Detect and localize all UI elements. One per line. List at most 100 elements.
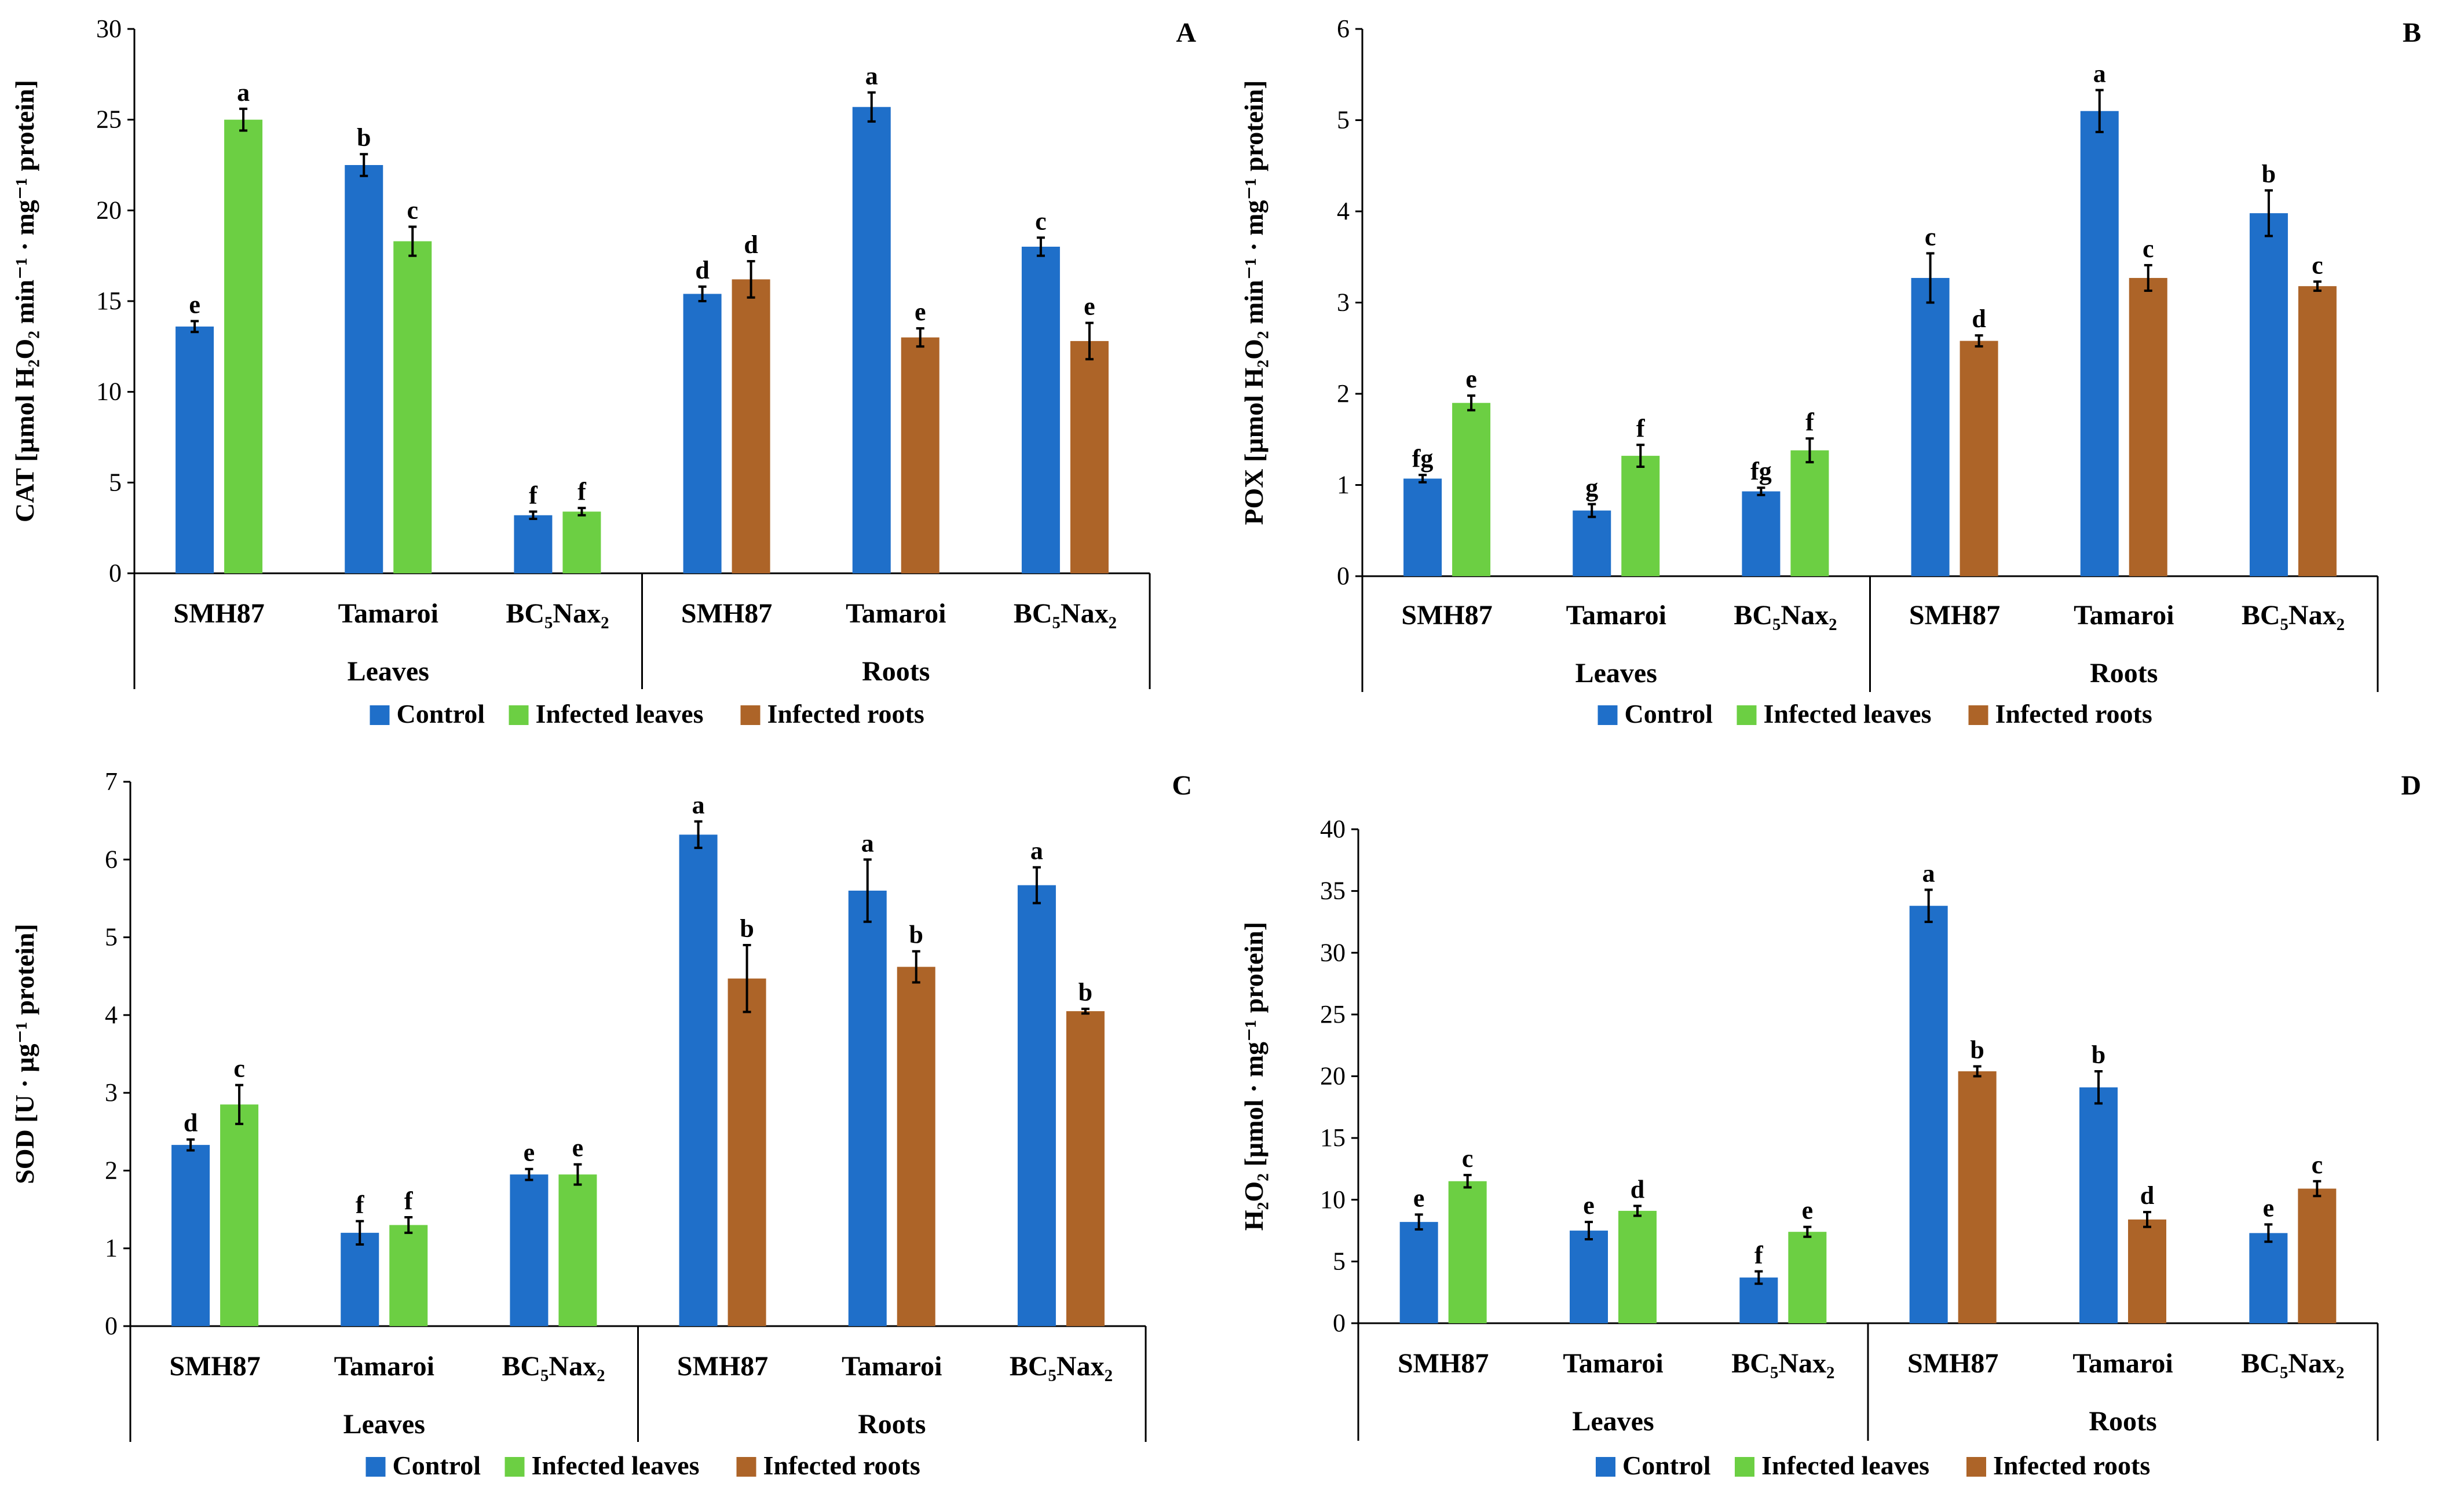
legend-swatch-infected-roots (1966, 1457, 1986, 1477)
legend-label: Infected roots (1993, 1451, 2150, 1480)
significance-letter: f (529, 481, 538, 509)
category-label: BC₅Nax₂ (2241, 1348, 2344, 1379)
significance-letter: f (577, 477, 587, 506)
significance-letter: a (237, 78, 250, 107)
panel-letter: A (1176, 17, 1196, 48)
bar-control (514, 515, 553, 573)
y-tick-label: 6 (1337, 14, 1350, 43)
bar-infected-roots (1960, 341, 1998, 576)
significance-letter: fg (1750, 457, 1772, 485)
y-tick-label: 15 (1320, 1123, 1346, 1152)
significance-letter: e (2263, 1194, 2275, 1222)
panel-letter: D (2401, 770, 2421, 801)
category-label: SMH87 (1398, 1348, 1489, 1379)
bar-infected-leaves (393, 241, 432, 574)
bar-control (2079, 1087, 2118, 1323)
bar-infected-leaves (1452, 402, 1491, 576)
y-tick-label: 2 (1337, 379, 1350, 408)
bar-infected-roots (901, 337, 939, 573)
legend-label: Infected roots (763, 1451, 920, 1480)
category-label: BC₅Nax₂ (502, 1351, 605, 1382)
category-label: Tamaroi (2072, 1348, 2173, 1379)
significance-letter: b (909, 921, 923, 949)
y-tick-label: 0 (105, 1312, 118, 1340)
bar-infected-leaves (224, 119, 263, 573)
legend-swatch-infected-leaves (1735, 1457, 1754, 1477)
bar-infected-leaves (220, 1104, 259, 1326)
panel-letter: C (1172, 770, 1192, 801)
bar-infected-leaves (1618, 1210, 1657, 1323)
significance-letter: c (2143, 235, 2154, 263)
significance-letter: f (404, 1187, 414, 1215)
significance-letter: e (1802, 1196, 1814, 1225)
bar-infected-roots (2298, 1188, 2337, 1323)
y-tick-label: 1 (1337, 471, 1350, 499)
legend-swatch-infected-roots (740, 705, 761, 725)
y-tick-label: 10 (1320, 1185, 1346, 1214)
group-label: Leaves (1572, 1406, 1654, 1437)
y-tick-label: 1 (105, 1234, 118, 1262)
y-tick-label: 0 (1337, 562, 1350, 590)
group-label: Roots (862, 656, 930, 687)
y-tick-label: 25 (96, 105, 122, 134)
bar-infected-roots (1958, 1071, 1997, 1323)
group-label: Roots (2089, 1406, 2156, 1437)
bar-control (171, 1145, 210, 1326)
bar-infected-leaves (389, 1225, 428, 1326)
significance-letter: a (1030, 837, 1043, 865)
significance-letter: e (1413, 1184, 1425, 1212)
bar-control (176, 326, 214, 573)
group-label: Leaves (343, 1409, 425, 1440)
significance-letter: f (356, 1191, 365, 1219)
category-label: BC₅Nax₂ (1734, 600, 1837, 631)
y-axis-label: SOD [U · µg⁻¹ protein] (10, 924, 39, 1184)
bar-infected-leaves (1448, 1181, 1487, 1323)
category-label: BC₅Nax₂ (2242, 600, 2345, 631)
y-tick-label: 7 (105, 767, 118, 796)
significance-letter: a (2093, 60, 2106, 88)
y-tick-label: 35 (1320, 877, 1346, 905)
panel-c-sod-chart: 0 1 2 3 4 5 6 7 SOD [U · µg⁻¹ protein] C SMH87 d c Ta… (10, 767, 1192, 1480)
bar-control (1573, 510, 1611, 576)
y-tick-label: 20 (1320, 1062, 1346, 1090)
y-tick-label: 10 (96, 378, 122, 406)
significance-letter: c (1035, 207, 1047, 235)
category-label: SMH87 (681, 598, 772, 629)
bar-control (341, 1232, 379, 1326)
y-tick-label: 0 (1333, 1309, 1346, 1337)
bar-control (2080, 111, 2119, 576)
bar-control (683, 294, 722, 573)
bar-control (2249, 213, 2288, 576)
y-tick-label: 0 (109, 559, 122, 587)
bar-control (848, 891, 887, 1326)
legend-swatch-infected-leaves (1737, 705, 1757, 725)
y-tick-label: 5 (1333, 1247, 1346, 1275)
significance-letter: b (1079, 978, 1092, 1006)
legend-swatch-infected-leaves (509, 705, 529, 725)
bar-infected-roots (2128, 1219, 2166, 1323)
bar-infected-leaves (1621, 456, 1660, 576)
significance-letter: f (1754, 1240, 1764, 1269)
y-tick-label: 5 (109, 468, 122, 496)
significance-letter: e (1583, 1191, 1595, 1220)
y-tick-label: 5 (105, 923, 118, 951)
y-axis-label: CAT [µmol H₂O₂ min⁻¹ · mg⁻¹ protein] (10, 80, 39, 522)
bar-control (852, 107, 891, 573)
y-tick-label: 3 (105, 1078, 118, 1107)
bar-control (1739, 1277, 1778, 1323)
significance-letter: d (744, 230, 758, 259)
y-tick-label: 15 (96, 287, 122, 315)
legend-swatch-infected-leaves (505, 1457, 525, 1477)
category-label: BC₅Nax₂ (1010, 1351, 1113, 1382)
bar-control (510, 1174, 549, 1326)
legend-label: Infected leaves (532, 1451, 700, 1480)
y-tick-label: 20 (96, 196, 122, 224)
significance-letter: a (861, 829, 874, 857)
legend-label: Infected leaves (536, 699, 704, 728)
legend-label: Control (397, 699, 485, 728)
category-label: SMH87 (1907, 1348, 1998, 1379)
group-label: Roots (2090, 658, 2158, 689)
significance-letter: g (1585, 474, 1598, 502)
panel-d-h2o2-chart: 0 5 10 15 20 25 30 35 40 H₂O₂ [µmol · mg⁻¹ protei… (1239, 770, 2421, 1480)
